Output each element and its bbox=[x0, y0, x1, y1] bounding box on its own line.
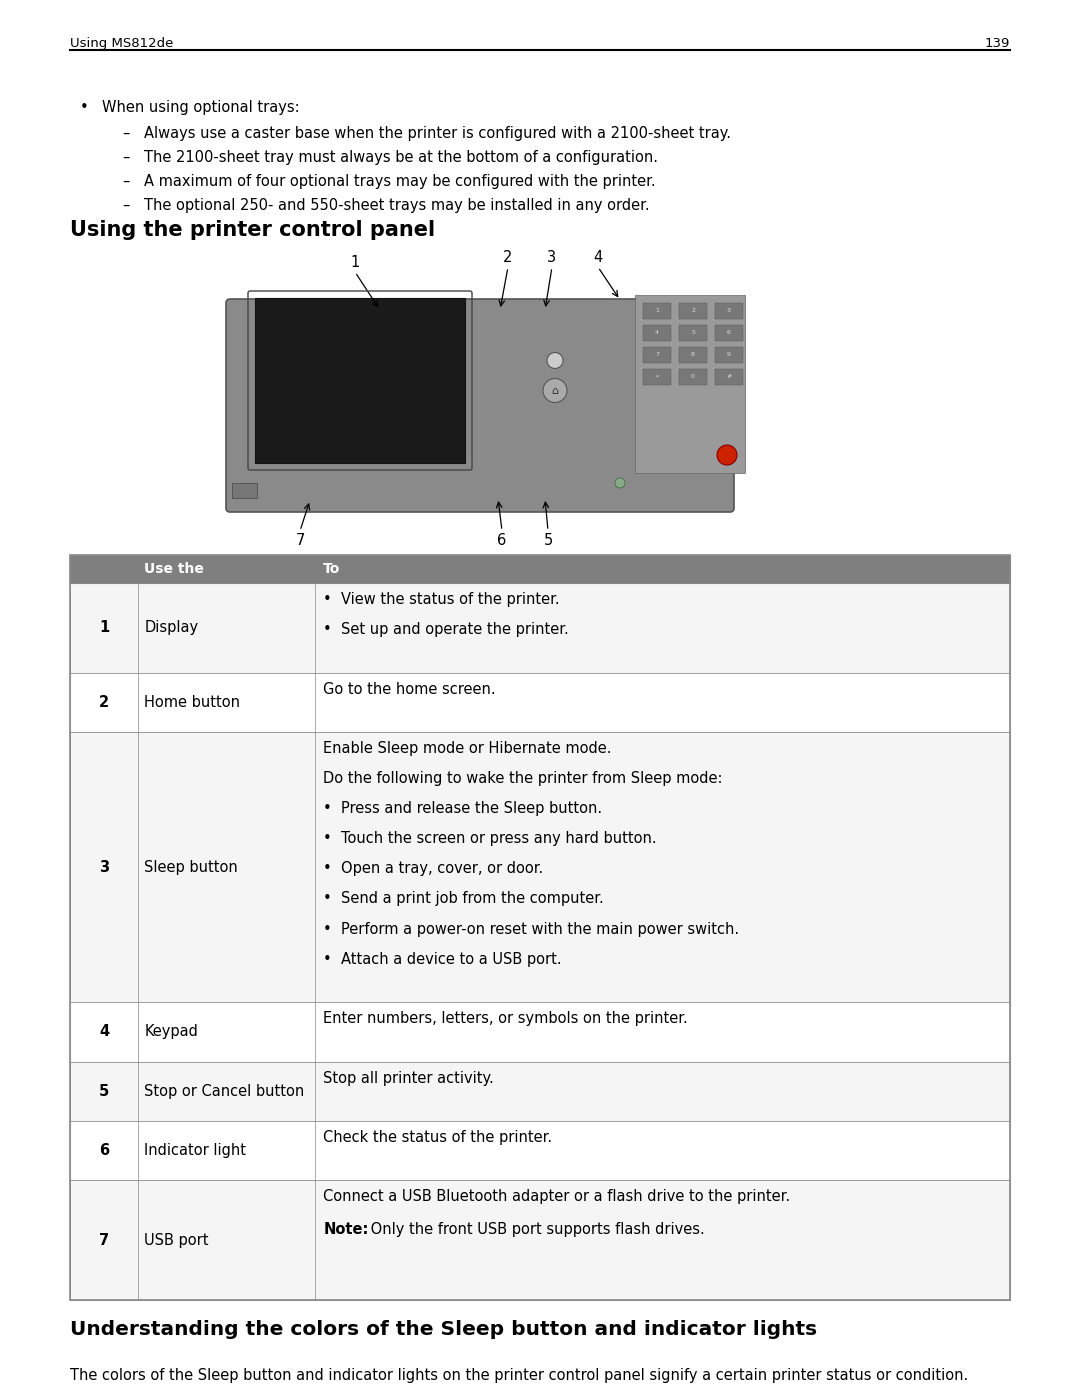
Text: •  Open a tray, cover, or door.: • Open a tray, cover, or door. bbox=[323, 862, 543, 876]
Bar bbox=[679, 369, 707, 386]
Bar bbox=[715, 346, 743, 363]
Text: 6: 6 bbox=[99, 1143, 109, 1158]
Bar bbox=[232, 483, 257, 497]
Text: •  Attach a device to a USB port.: • Attach a device to a USB port. bbox=[323, 951, 562, 967]
Bar bbox=[70, 672, 1010, 732]
Bar bbox=[643, 346, 671, 363]
Text: Go to the home screen.: Go to the home screen. bbox=[323, 682, 496, 697]
Text: 5: 5 bbox=[99, 1084, 109, 1099]
Text: Use the: Use the bbox=[145, 562, 204, 576]
Text: –: – bbox=[122, 126, 130, 141]
Text: –: – bbox=[122, 175, 130, 189]
Text: Display: Display bbox=[145, 620, 199, 636]
Text: Enable Sleep mode or Hibernate mode.: Enable Sleep mode or Hibernate mode. bbox=[323, 740, 611, 756]
Text: 6: 6 bbox=[498, 534, 507, 548]
Text: 1: 1 bbox=[350, 256, 360, 270]
Circle shape bbox=[615, 478, 625, 488]
Text: #: # bbox=[727, 374, 731, 380]
Bar bbox=[70, 732, 1010, 1002]
Text: 3: 3 bbox=[99, 859, 109, 875]
Circle shape bbox=[543, 379, 567, 402]
Bar bbox=[70, 583, 1010, 672]
Bar bbox=[643, 303, 671, 319]
Bar bbox=[679, 326, 707, 341]
Bar bbox=[715, 326, 743, 341]
Text: *: * bbox=[656, 374, 659, 380]
Bar bbox=[70, 1062, 1010, 1120]
Text: 6: 6 bbox=[727, 331, 731, 335]
Text: 2: 2 bbox=[691, 309, 696, 313]
Text: 139: 139 bbox=[985, 36, 1010, 50]
Text: 3: 3 bbox=[727, 309, 731, 313]
Text: Indicator light: Indicator light bbox=[145, 1143, 246, 1158]
Text: •  Touch the screen or press any hard button.: • Touch the screen or press any hard but… bbox=[323, 831, 657, 847]
Text: Connect a USB Bluetooth adapter or a flash drive to the printer.: Connect a USB Bluetooth adapter or a fla… bbox=[323, 1189, 791, 1204]
Text: Understanding the colors of the Sleep button and indicator lights: Understanding the colors of the Sleep bu… bbox=[70, 1320, 818, 1338]
Text: 8: 8 bbox=[691, 352, 694, 358]
Bar bbox=[643, 369, 671, 386]
Bar bbox=[715, 303, 743, 319]
Text: 5: 5 bbox=[543, 534, 553, 548]
Text: Check the status of the printer.: Check the status of the printer. bbox=[323, 1130, 552, 1146]
Text: Stop or Cancel button: Stop or Cancel button bbox=[145, 1084, 305, 1099]
Text: Using the printer control panel: Using the printer control panel bbox=[70, 219, 435, 240]
Text: –: – bbox=[122, 198, 130, 212]
Text: 5: 5 bbox=[691, 331, 694, 335]
Text: When using optional trays:: When using optional trays: bbox=[103, 101, 300, 115]
Text: To: To bbox=[323, 562, 340, 576]
Text: 0: 0 bbox=[691, 374, 694, 380]
Text: Always use a caster base when the printer is configured with a 2100-sheet tray.: Always use a caster base when the printe… bbox=[145, 126, 731, 141]
Text: •  Perform a power-on reset with the main power switch.: • Perform a power-on reset with the main… bbox=[323, 922, 740, 936]
Text: ⌂: ⌂ bbox=[552, 386, 558, 395]
Text: Keypad: Keypad bbox=[145, 1024, 198, 1039]
Text: Home button: Home button bbox=[145, 694, 240, 710]
Text: Using MS812de: Using MS812de bbox=[70, 36, 174, 50]
Text: •  Press and release the Sleep button.: • Press and release the Sleep button. bbox=[323, 800, 603, 816]
Text: 3: 3 bbox=[548, 250, 556, 265]
Bar bbox=[715, 369, 743, 386]
FancyBboxPatch shape bbox=[226, 299, 734, 511]
Bar bbox=[679, 346, 707, 363]
Text: Do the following to wake the printer from Sleep mode:: Do the following to wake the printer fro… bbox=[323, 771, 723, 787]
Bar bbox=[70, 555, 1010, 583]
Text: 4: 4 bbox=[654, 331, 659, 335]
Text: Stop all printer activity.: Stop all printer activity. bbox=[323, 1070, 494, 1085]
Text: •  Send a print job from the computer.: • Send a print job from the computer. bbox=[323, 891, 604, 907]
Text: •: • bbox=[80, 101, 89, 115]
Text: 1: 1 bbox=[99, 620, 109, 636]
Text: –: – bbox=[122, 149, 130, 165]
Text: A maximum of four optional trays may be configured with the printer.: A maximum of four optional trays may be … bbox=[145, 175, 656, 189]
Text: 7: 7 bbox=[295, 534, 305, 548]
Circle shape bbox=[717, 446, 737, 465]
Text: 7: 7 bbox=[99, 1232, 109, 1248]
Bar bbox=[643, 326, 671, 341]
Text: Only the front USB port supports flash drives.: Only the front USB port supports flash d… bbox=[366, 1222, 705, 1238]
Bar bbox=[70, 1002, 1010, 1062]
Text: The colors of the Sleep button and indicator lights on the printer control panel: The colors of the Sleep button and indic… bbox=[70, 1368, 969, 1383]
Text: 9: 9 bbox=[727, 352, 731, 358]
Bar bbox=[679, 303, 707, 319]
Text: 2: 2 bbox=[99, 694, 109, 710]
Circle shape bbox=[546, 352, 563, 369]
Text: The 2100-sheet tray must always be at the bottom of a configuration.: The 2100-sheet tray must always be at th… bbox=[145, 149, 658, 165]
Text: 4: 4 bbox=[593, 250, 603, 265]
Text: Enter numbers, letters, or symbols on the printer.: Enter numbers, letters, or symbols on th… bbox=[323, 1011, 688, 1027]
Text: Note:: Note: bbox=[323, 1222, 368, 1238]
Bar bbox=[70, 555, 1010, 1301]
Text: Sleep button: Sleep button bbox=[145, 859, 238, 875]
Text: •  Set up and operate the printer.: • Set up and operate the printer. bbox=[323, 622, 569, 637]
Text: 7: 7 bbox=[654, 352, 659, 358]
Text: •  View the status of the printer.: • View the status of the printer. bbox=[323, 592, 559, 608]
Text: 2: 2 bbox=[503, 250, 513, 265]
Bar bbox=[255, 298, 465, 462]
Text: The optional 250- and 550-sheet trays may be installed in any order.: The optional 250- and 550-sheet trays ma… bbox=[145, 198, 650, 212]
Text: 1: 1 bbox=[656, 309, 659, 313]
Bar bbox=[70, 1120, 1010, 1180]
Bar bbox=[70, 1180, 1010, 1301]
Bar bbox=[635, 295, 745, 474]
Text: 4: 4 bbox=[99, 1024, 109, 1039]
Text: USB port: USB port bbox=[145, 1232, 208, 1248]
